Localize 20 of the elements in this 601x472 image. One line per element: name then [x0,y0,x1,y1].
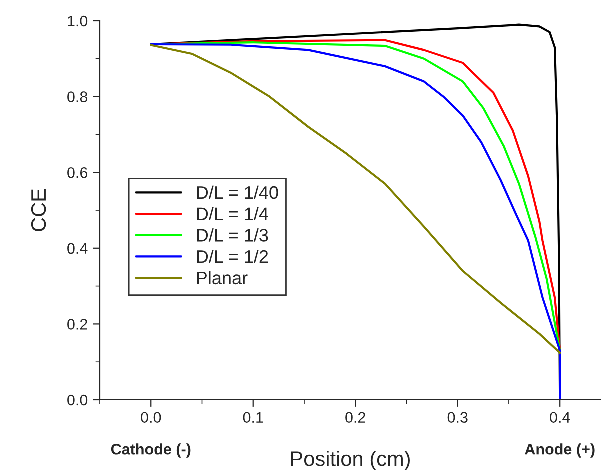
x-tick-label: 0.0 [141,412,162,424]
x-axis-title: Position (cm) [291,451,410,470]
y-tick-label: 0.0 [68,394,88,406]
x-tick-label: 0.4 [550,412,570,424]
text: Anode (+) [525,444,595,458]
legend-label: Planar [197,271,248,285]
legend-label: D/L = 1/40 [197,186,278,200]
y-tick-label: 0.8 [68,92,88,102]
legend-label: D/L = 1/4 [197,207,268,221]
text: Cathode (-) [111,444,191,458]
legend-label: D/L = 1/2 [197,250,268,264]
x-tick-label: 0.3 [448,412,468,424]
x-tick-label: 0.2 [346,412,366,424]
y-tick-label: 0.4 [68,243,88,254]
y-tick-label: 0.6 [68,167,88,178]
y-tick-label: 1.0 [68,16,88,27]
y-axis-title: CCE [31,189,46,232]
legend-label: D/L = 1/3 [197,228,268,242]
y-tick-label: 0.2 [68,319,88,330]
x-tick-label: 0.1 [243,412,264,424]
